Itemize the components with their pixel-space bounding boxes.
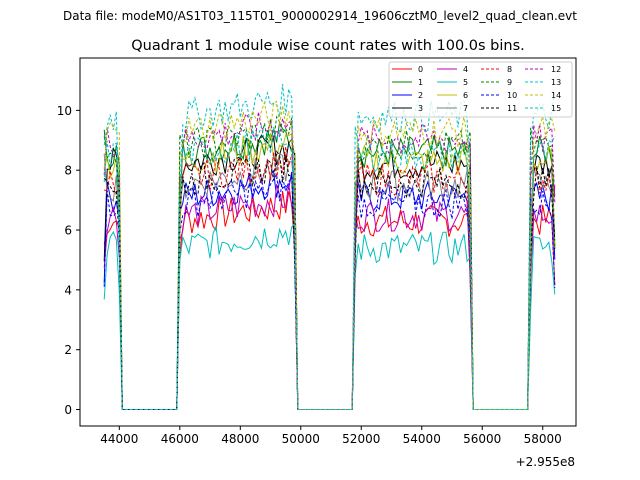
x-tick-label: 48000 [221,432,259,446]
legend-label: 14 [551,91,561,100]
x-axis: 44000 46000 48000 50000 52000 54000 56000 58000 [100,426,562,446]
plot-background [80,58,576,426]
x-tick-label: 50000 [282,432,320,446]
series-line-15 [103,124,556,410]
y-tick-label: 8 [64,164,72,178]
legend-label: 3 [418,104,423,113]
chart-title: Quadrant 1 module wise count rates with … [131,38,525,54]
legend-label: 4 [463,65,468,74]
legend-label: 10 [507,91,517,100]
legend-label: 9 [507,78,512,87]
x-offset-label: +2.955e8 [516,455,575,469]
y-tick-label: 10 [57,104,72,118]
y-tick-label: 2 [64,343,72,357]
legend-label: 15 [551,104,561,113]
legend-label: 5 [463,78,468,87]
x-tick-label: 56000 [463,432,501,446]
y-tick-label: 6 [64,224,72,238]
x-tick-label: 46000 [161,432,199,446]
y-axis: 0 2 4 6 8 10 [57,104,80,417]
legend-label: 13 [551,78,561,87]
legend-label: 0 [418,65,423,74]
plot-frame [79,57,577,427]
legend-label: 11 [507,104,517,113]
plot-area [79,57,577,427]
legend-label: 8 [507,65,512,74]
x-tick-label: 54000 [403,432,441,446]
legend-box [388,61,573,118]
series-lines [103,83,556,410]
legend-label: 7 [463,104,468,113]
legend-label: 6 [463,91,468,100]
legend-label: 2 [418,91,423,100]
x-tick-label: 44000 [100,432,138,446]
suptitle: Data file: modeM0/AS1T03_115T01_90000029… [63,9,577,23]
legend-label: 12 [551,65,561,74]
y-tick-label: 4 [64,283,72,297]
y-tick-label: 0 [64,403,72,417]
legend-label: 1 [418,78,423,87]
x-tick-label: 58000 [524,432,562,446]
x-tick-label: 52000 [342,432,380,446]
